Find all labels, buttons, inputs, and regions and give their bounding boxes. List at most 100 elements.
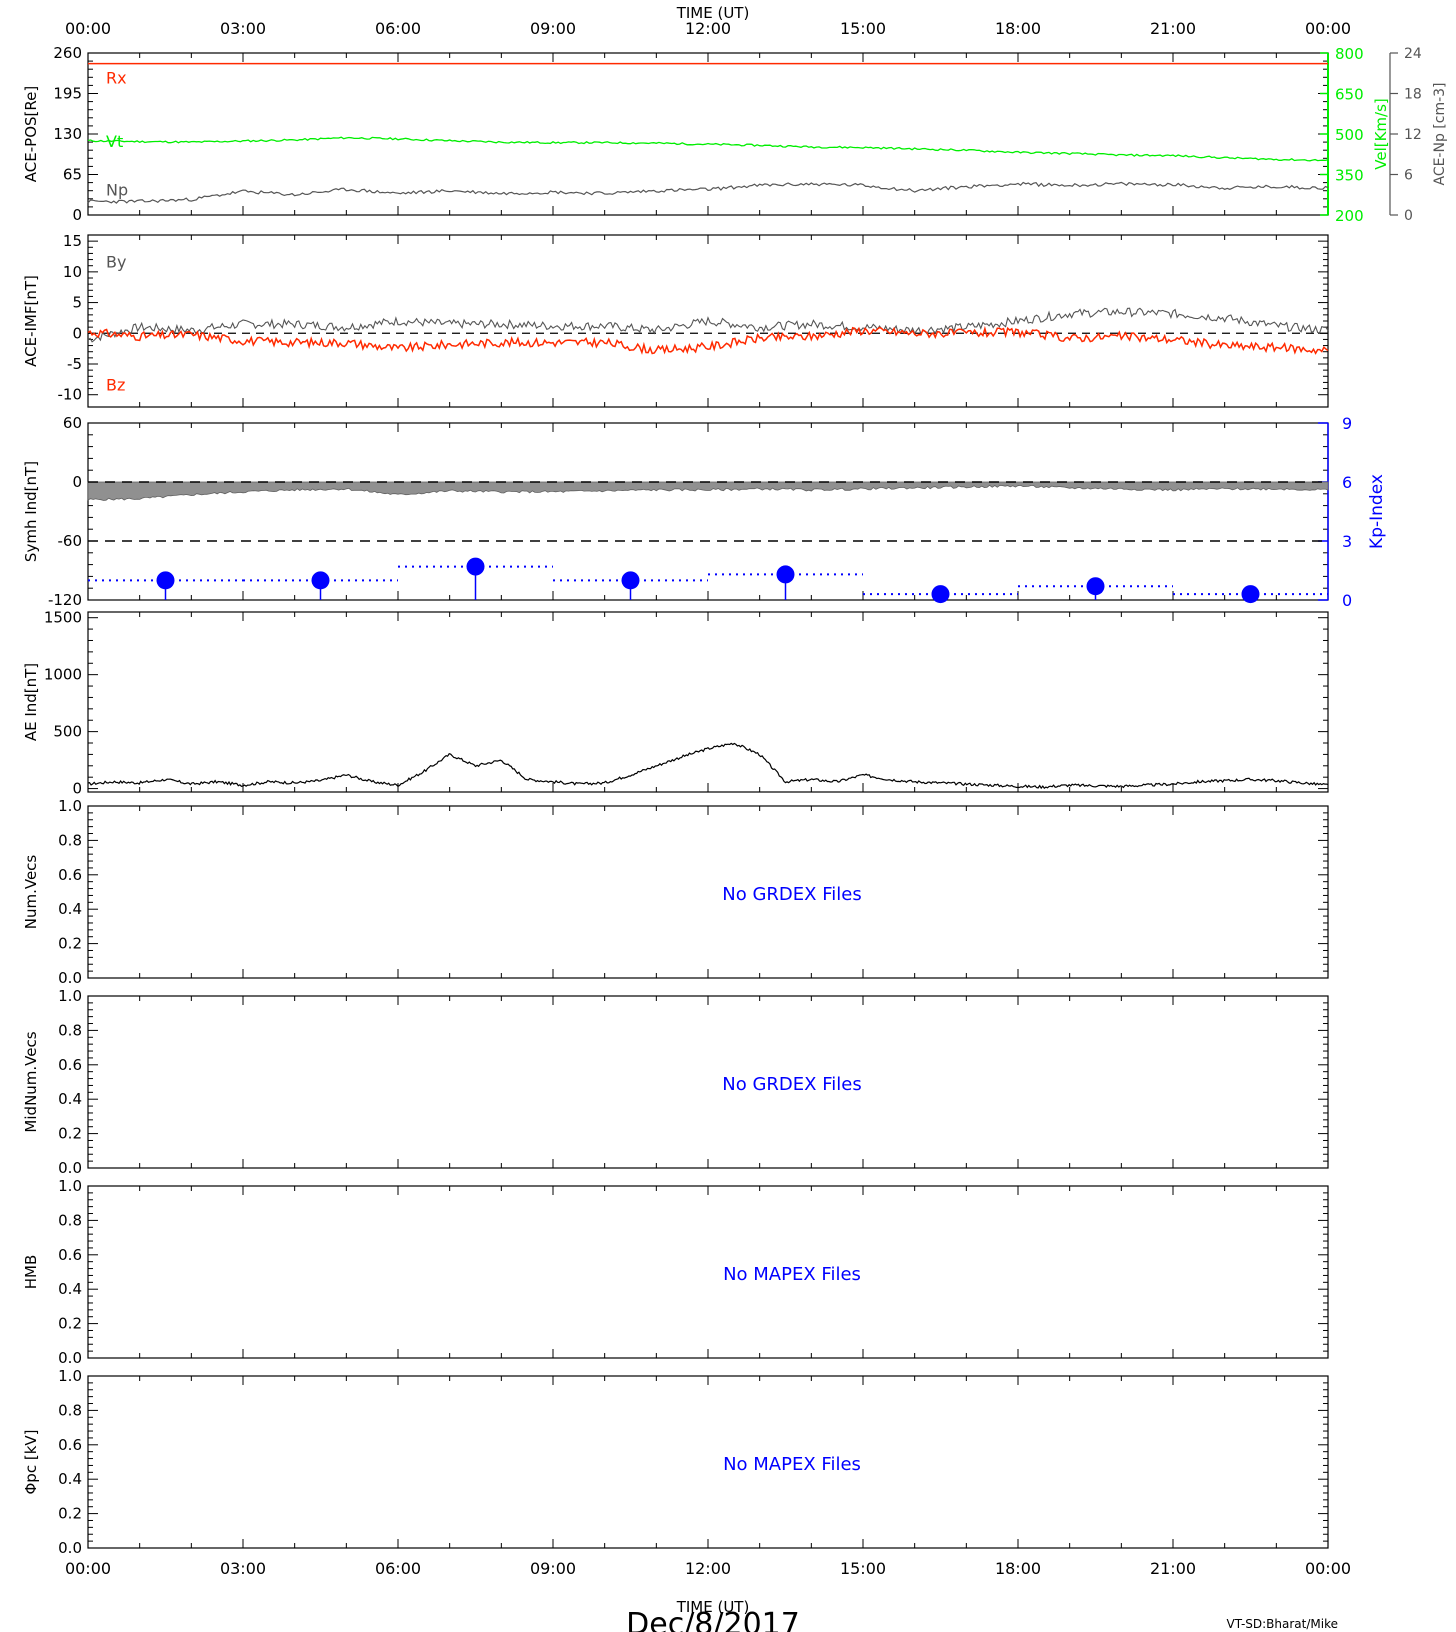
y-axis-label: Symh Ind[nT] [22, 461, 40, 562]
time-tick-label-top: 09:00 [530, 19, 576, 38]
y-tick-label: 195 [53, 85, 82, 103]
symh-area [87, 481, 1329, 501]
y-tick-label: 1000 [44, 666, 82, 684]
kp-tick-label: 3 [1342, 532, 1352, 551]
rx-series-label: Rx [106, 69, 127, 88]
np-series-label: Np [106, 181, 128, 200]
np-line [87, 181, 1329, 204]
kp-point [466, 557, 485, 576]
y-axis-label: ACE-IMF[nT] [22, 275, 40, 367]
by-series-label: By [106, 253, 126, 272]
no-data-message: No GRDEX Files [722, 884, 861, 905]
panel-frame [87, 611, 1329, 793]
y-tick-label: 0.0 [58, 1159, 82, 1177]
panel-frame [87, 805, 1329, 979]
y-axis-label: HMB [22, 1255, 40, 1290]
y-tick-label: 0.4 [58, 1090, 82, 1108]
kp-point [776, 565, 795, 584]
y-tick-label: 130 [53, 125, 82, 143]
y-tick-label: 1.0 [58, 1367, 82, 1385]
bz-line [87, 325, 1329, 355]
panel-frame [87, 1375, 1329, 1549]
no-data-message: No MAPEX Files [723, 1454, 861, 1475]
y-tick-label: 1.0 [58, 987, 82, 1005]
bz-series-label: Bz [106, 375, 125, 394]
vel-axis-label: Vel[Km/s] [1372, 98, 1390, 170]
vt-series-label: Vt [106, 132, 123, 151]
kp-point [311, 571, 330, 590]
y-axis-label: MidNum.Vecs [22, 1031, 40, 1132]
np-tick-label: 18 [1404, 87, 1422, 103]
y-tick-label: 0.2 [58, 935, 82, 953]
y-tick-label: 0 [72, 780, 82, 798]
y-tick-label: 260 [53, 44, 82, 62]
y-tick-label: 0.2 [58, 1125, 82, 1143]
kp-point [156, 571, 175, 590]
time-tick-label-bottom: 00:00 [1305, 1559, 1351, 1578]
y-tick-label: 0.6 [58, 1246, 82, 1264]
np-axis-label: ACE-Np [cm-3] [1432, 82, 1448, 185]
np-tick-label: 0 [1404, 208, 1413, 224]
kp-point [1086, 577, 1105, 596]
y-axis-label: ACE-POS[Re] [22, 86, 40, 182]
np-tick-label: 12 [1404, 127, 1422, 143]
y-tick-label: 0.0 [58, 969, 82, 987]
y-tick-label: 0.8 [58, 831, 82, 849]
y-tick-label: 0.8 [58, 1211, 82, 1229]
y-tick-label: -5 [67, 355, 82, 373]
y-tick-label: 0.8 [58, 1021, 82, 1039]
kp-point [621, 571, 640, 590]
date-label: Dec/8/2017 [626, 1607, 800, 1632]
vel-tick-label: 800 [1335, 45, 1364, 63]
y-tick-label: 10 [63, 263, 82, 281]
kp-point [1241, 585, 1260, 604]
panel-8: 0.0 0.2 0.4 0.6 0.8 1.0 Φpc [kV] No MAPEX Files [22, 1367, 1329, 1557]
y-axis-label: Num.Vecs [22, 855, 40, 930]
vel-tick-label: 350 [1335, 167, 1364, 185]
panel-5: 0.0 0.2 0.4 0.6 0.8 1.0 Num.Vecs No GRDEX Files [22, 797, 1329, 987]
time-tick-label-bottom: 03:00 [220, 1559, 266, 1578]
time-tick-label-bottom: 00:00 [65, 1559, 111, 1578]
kp-point [931, 585, 950, 604]
y-tick-label: 1.0 [58, 1177, 82, 1195]
y-tick-label: 60 [63, 414, 82, 432]
y-axis-label: Φpc [kV] [22, 1430, 40, 1495]
vel-tick-label: 650 [1335, 86, 1364, 104]
y-tick-label: 0.6 [58, 1056, 82, 1074]
time-tick-label-top: 03:00 [220, 19, 266, 38]
y-tick-label: 0.0 [58, 1349, 82, 1367]
y-tick-label: 0 [72, 473, 82, 491]
time-tick-label-top: 00:00 [1305, 19, 1351, 38]
y-tick-label: 0.6 [58, 1436, 82, 1454]
vel-tick-label: 200 [1335, 207, 1364, 225]
panel-4: 0 500 1000 1500 AE Ind[nT] [22, 609, 1329, 798]
panel-6: 0.0 0.2 0.4 0.6 0.8 1.0 MidNum.Vecs No GRDEX Fi… [22, 987, 1329, 1177]
panel-frame [87, 234, 1329, 408]
y-tick-label: 0.8 [58, 1401, 82, 1419]
np-tick-label: 6 [1404, 168, 1413, 184]
time-tick-label-top: 18:00 [995, 19, 1041, 38]
time-tick-label-bottom: 15:00 [840, 1559, 886, 1578]
ae-line [87, 742, 1329, 790]
time-tick-label-bottom: 09:00 [530, 1559, 576, 1578]
by-line [87, 307, 1329, 343]
y-tick-label: -120 [48, 591, 82, 609]
credit-label: VT-SD:Bharat/Mike [1227, 1617, 1339, 1631]
panel-frame [87, 995, 1329, 1169]
time-tick-label-top: 15:00 [840, 19, 886, 38]
kp-tick-label: 0 [1342, 591, 1352, 610]
time-tick-label-bottom: 21:00 [1150, 1559, 1196, 1578]
y-tick-label: 15 [63, 232, 82, 250]
y-tick-label: 5 [72, 294, 82, 312]
panel-7: 0.0 0.2 0.4 0.6 0.8 1.0 HMB No MAPEX Files [22, 1177, 1329, 1367]
y-tick-label: 0.6 [58, 866, 82, 884]
y-tick-label: 1500 [44, 609, 82, 627]
time-tick-label-top: 06:00 [375, 19, 421, 38]
y-tick-label: 1.0 [58, 797, 82, 815]
y-tick-label: 0 [72, 206, 82, 224]
no-data-message: No GRDEX Files [722, 1074, 861, 1095]
y-tick-label: -10 [58, 386, 83, 404]
y-tick-label: 0.2 [58, 1505, 82, 1523]
time-tick-label-top: 00:00 [65, 19, 111, 38]
